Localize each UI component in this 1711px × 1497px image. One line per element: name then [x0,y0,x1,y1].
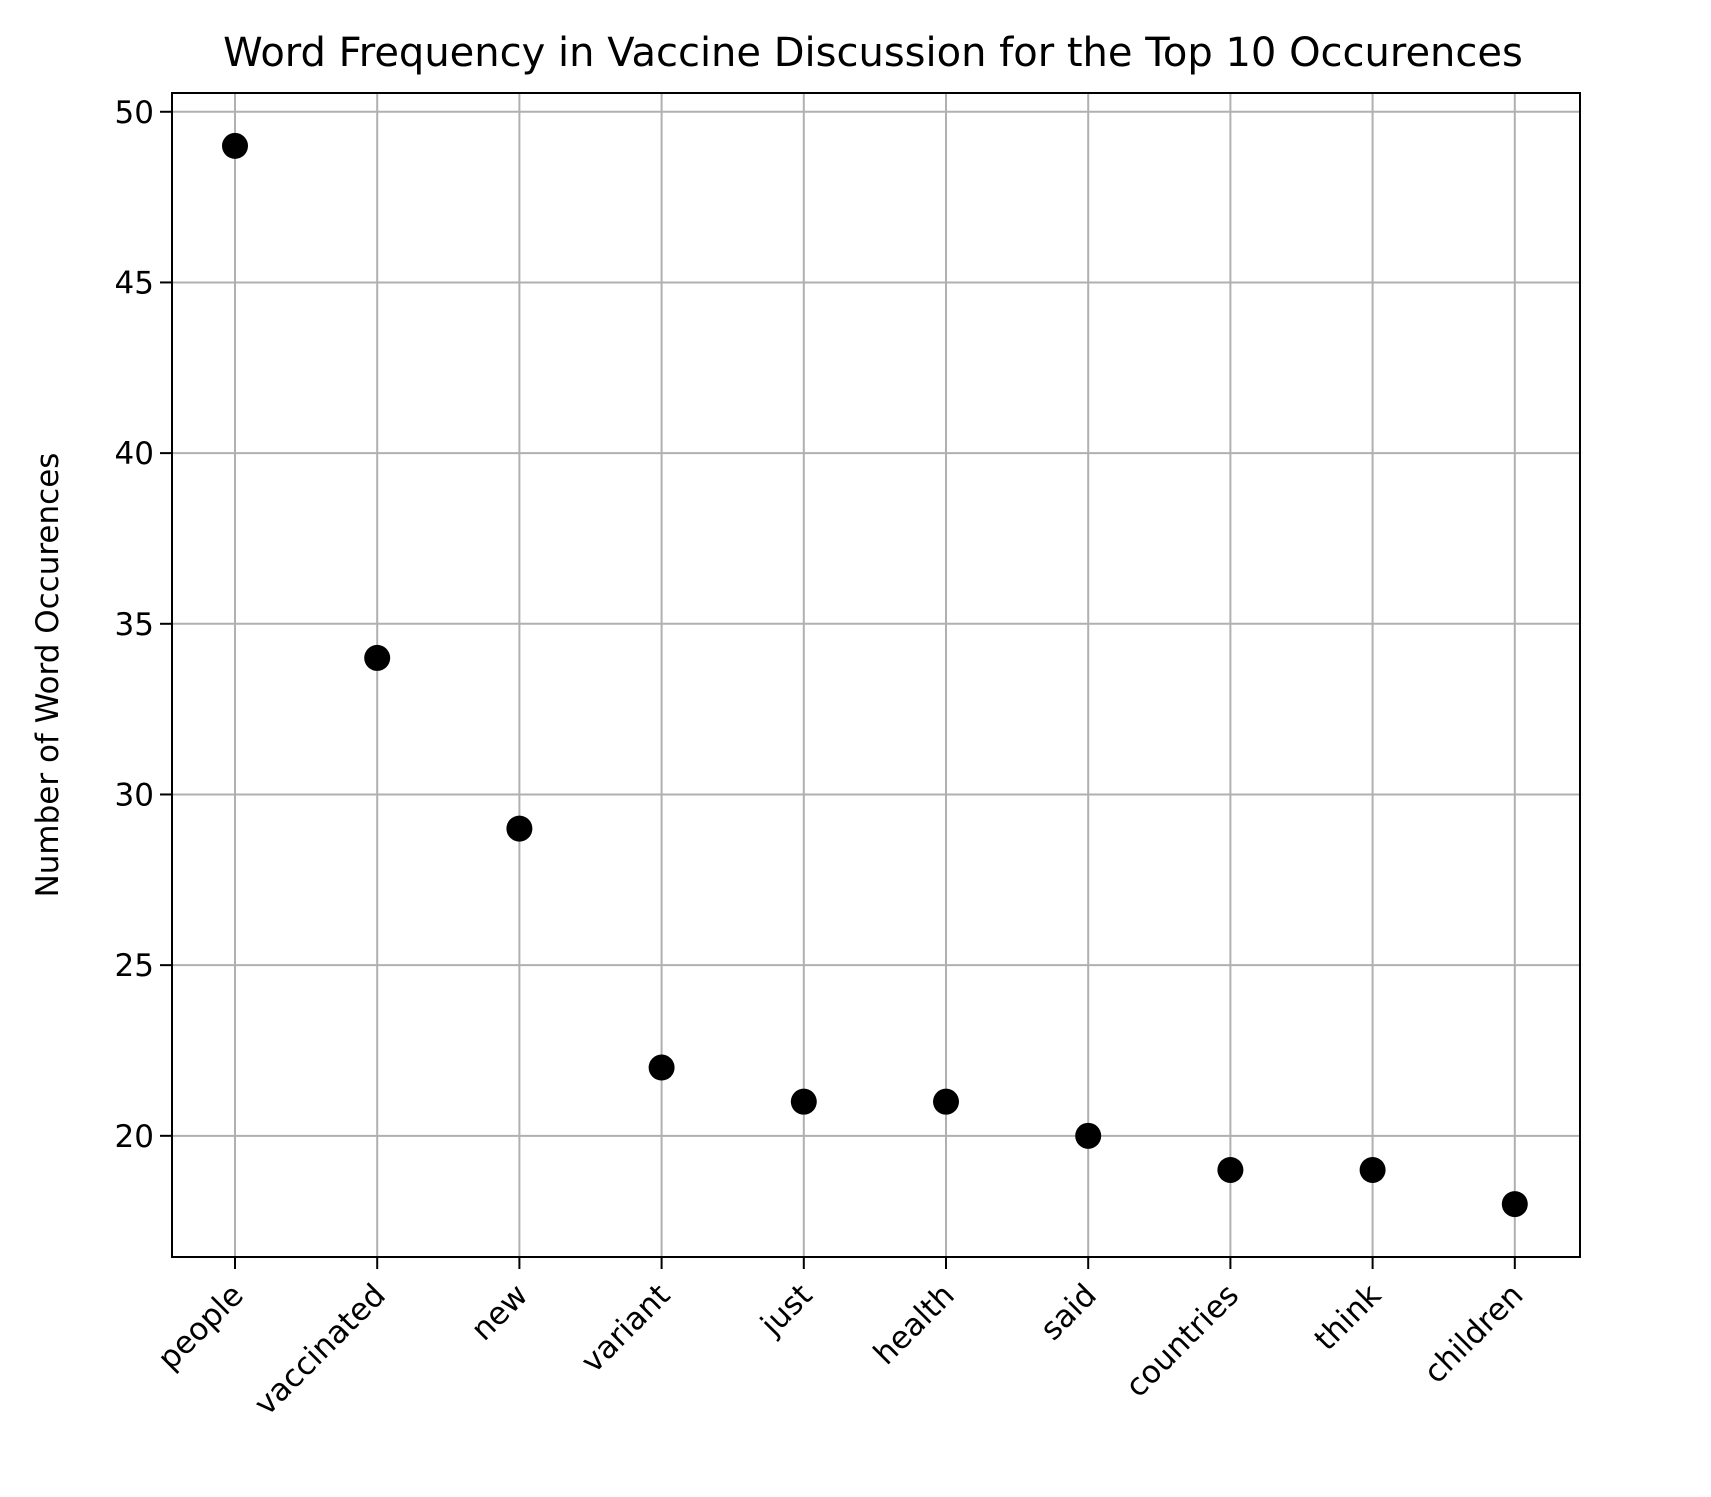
data-point [506,815,533,842]
x-tick-label: health [867,1277,962,1372]
x-tick-label: children [1417,1277,1530,1390]
x-tick-label: just [753,1277,819,1343]
data-points [222,132,1528,1218]
data-point [222,132,248,159]
x-tick-label: countries [1119,1277,1246,1404]
x-tick-label: new [464,1277,535,1348]
x-tick-label: said [1034,1277,1104,1347]
data-point [1501,1191,1528,1218]
x-tick-label: people [151,1277,251,1377]
data-point [364,644,391,671]
data-point [648,1054,675,1081]
data-point [1217,1156,1244,1183]
y-tick-label: 35 [115,607,154,643]
chart-title: Word Frequency in Vaccine Discussion for… [223,30,1523,76]
grid [172,93,1580,1257]
y-tick-label: 20 [115,1119,154,1155]
plot-area-frame [171,92,1581,1258]
data-point [790,1088,817,1115]
x-tick-label: vaccinated [247,1277,392,1422]
data-point [933,1088,959,1115]
data-point [1359,1156,1386,1183]
x-tick-label: variant [574,1277,677,1380]
x-tick-label: think [1308,1277,1389,1358]
y-axis-label: Number of Word Occurences [30,453,66,898]
data-point [1075,1122,1102,1149]
y-axis: 20 25 30 35 40 45 50 [115,95,172,1155]
y-tick-label: 45 [115,265,154,301]
y-tick-label: 40 [115,436,154,472]
y-tick-label: 50 [115,95,154,131]
y-tick-label: 30 [115,777,154,813]
y-tick-label: 25 [115,948,154,984]
